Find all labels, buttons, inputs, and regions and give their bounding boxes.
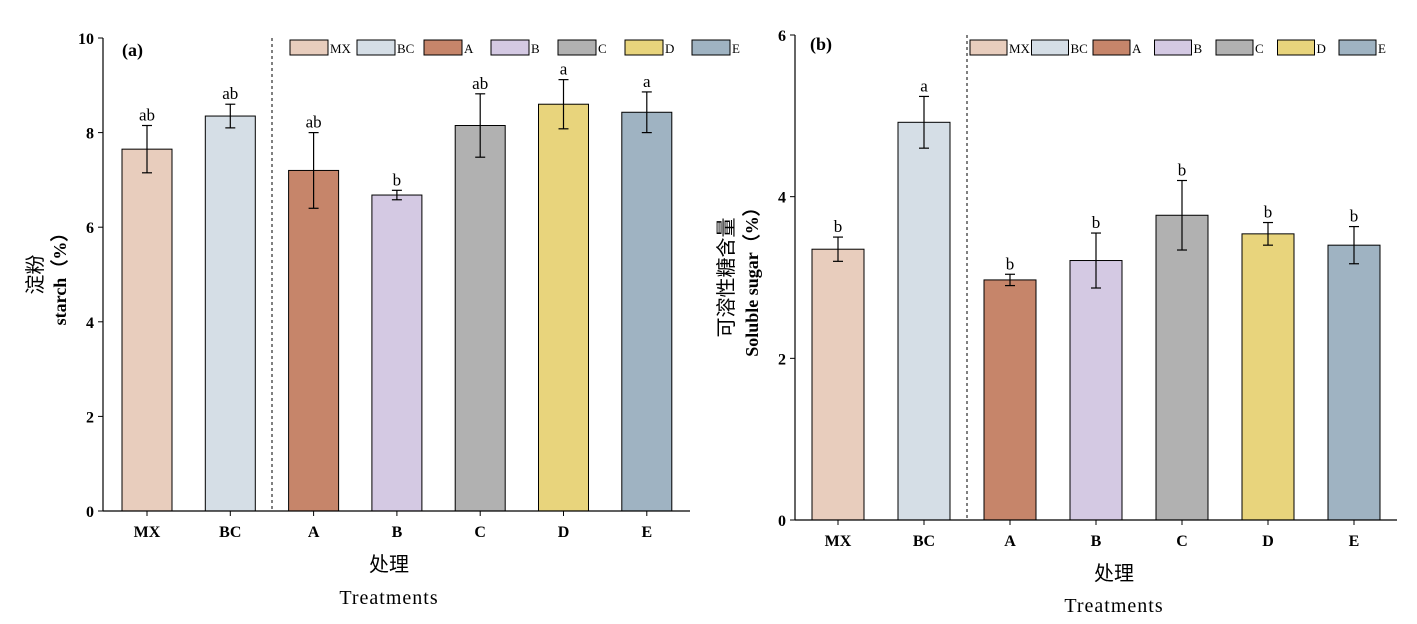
x-tick-label-b-A: A bbox=[1004, 533, 1016, 550]
y-tick-label-b-2: 2 bbox=[778, 351, 786, 368]
legend-swatch-b-B bbox=[1154, 39, 1192, 56]
legend-label-a-BC: BC bbox=[397, 41, 414, 56]
y-axis-label-en-a: starch（%） bbox=[50, 224, 70, 326]
legend-swatch-b-C bbox=[1215, 39, 1254, 56]
x-axis-label-cn-a: 处理 bbox=[369, 553, 409, 576]
bar-b-C bbox=[1155, 214, 1209, 521]
x-tick-label-a-D: D bbox=[558, 524, 570, 541]
bar-a-A bbox=[288, 169, 340, 512]
legend-label-b-B: B bbox=[1194, 41, 1203, 56]
bar-a-B bbox=[371, 194, 423, 512]
bar-b-E bbox=[1327, 244, 1381, 521]
x-tick-label-a-C: C bbox=[474, 524, 486, 541]
legend-swatch-a-B bbox=[490, 39, 530, 56]
y-tick-label-a-0: 0 bbox=[86, 504, 94, 521]
bar-a-BC bbox=[204, 115, 256, 512]
legend-label-b-MX: MX bbox=[1009, 41, 1031, 56]
legend-label-b-C: C bbox=[1255, 41, 1264, 56]
legend-swatch-b-A bbox=[1092, 39, 1131, 56]
legend-label-a-B: B bbox=[531, 41, 540, 56]
sig-letter-b-E: b bbox=[1350, 207, 1359, 226]
y-tick-label-a-6: 6 bbox=[86, 220, 94, 237]
sig-letter-a-A: ab bbox=[306, 113, 322, 132]
bar-a-E bbox=[621, 111, 673, 512]
legend-swatch-a-D bbox=[624, 39, 664, 56]
legend-label-b-A: A bbox=[1132, 41, 1142, 56]
x-tick-label-b-BC: BC bbox=[913, 533, 935, 550]
sig-letter-a-B: b bbox=[393, 170, 402, 189]
y-tick-label-b-0: 0 bbox=[778, 513, 786, 530]
sig-letter-a-C: ab bbox=[472, 74, 488, 93]
y-tick-label-b-6: 6 bbox=[778, 28, 786, 45]
sig-letter-b-B: b bbox=[1092, 213, 1101, 232]
panel-label-a: (a) bbox=[122, 40, 143, 61]
y-tick-label-a-8: 8 bbox=[86, 126, 94, 143]
x-tick-label-b-B: B bbox=[1091, 533, 1102, 550]
y-tick-label-a-2: 2 bbox=[86, 409, 94, 426]
legend-label-a-E: E bbox=[732, 41, 740, 56]
bar-b-B bbox=[1069, 260, 1123, 521]
x-tick-label-a-BC: BC bbox=[219, 524, 241, 541]
sig-letter-a-MX: ab bbox=[139, 106, 155, 125]
legend-label-b-D: D bbox=[1317, 41, 1326, 56]
y-tick-label-b-4: 4 bbox=[778, 190, 786, 207]
sig-letter-b-D: b bbox=[1264, 203, 1273, 222]
x-tick-label-a-A: A bbox=[308, 524, 320, 541]
sig-letter-b-MX: b bbox=[834, 217, 843, 236]
sig-letter-a-E: a bbox=[643, 72, 651, 91]
sig-letter-a-D: a bbox=[560, 60, 568, 79]
y-axis-label-cn-a: 淀粉 bbox=[24, 255, 47, 295]
legend-label-a-A: A bbox=[464, 41, 474, 56]
y-tick-label-a-4: 4 bbox=[86, 315, 94, 332]
x-tick-label-a-MX: MX bbox=[134, 524, 161, 541]
sig-letter-a-BC: ab bbox=[222, 84, 238, 103]
y-axis-label-en-b: Soluble sugar（%） bbox=[742, 198, 762, 357]
x-tick-label-a-B: B bbox=[392, 524, 403, 541]
legend-swatch-b-D bbox=[1277, 39, 1315, 56]
bar-a-C bbox=[454, 125, 506, 512]
x-axis-label-en-b: Treatments bbox=[1064, 595, 1163, 617]
legend-swatch-a-E bbox=[691, 39, 731, 56]
legend-label-b-BC: BC bbox=[1071, 41, 1088, 56]
sig-letter-b-BC: a bbox=[920, 76, 928, 95]
bar-b-BC bbox=[897, 121, 951, 521]
x-tick-label-b-E: E bbox=[1349, 533, 1360, 550]
sig-letter-b-C: b bbox=[1178, 161, 1187, 180]
legend-label-a-MX: MX bbox=[330, 41, 352, 56]
legend-swatch-b-E bbox=[1338, 39, 1377, 56]
x-axis-label-cn-b: 处理 bbox=[1094, 562, 1134, 585]
legend-label-b-E: E bbox=[1378, 41, 1386, 56]
legend-swatch-a-A bbox=[423, 39, 463, 56]
x-tick-label-a-E: E bbox=[641, 524, 652, 541]
legend-swatch-a-MX bbox=[289, 39, 329, 56]
legend-label-a-C: C bbox=[598, 41, 607, 56]
panel-label-b: (b) bbox=[810, 34, 832, 55]
x-tick-label-b-MX: MX bbox=[825, 533, 852, 550]
x-tick-label-b-C: C bbox=[1176, 533, 1188, 550]
x-axis-label-en-a: Treatments bbox=[339, 587, 438, 609]
legend-swatch-a-BC bbox=[356, 39, 396, 56]
legend-swatch-b-MX bbox=[969, 39, 1008, 56]
y-tick-label-a-10: 10 bbox=[78, 31, 94, 48]
legend-swatch-b-BC bbox=[1031, 39, 1069, 56]
bar-b-D bbox=[1241, 233, 1295, 521]
y-axis-label-cn-b: 可溶性糖含量 bbox=[715, 218, 738, 338]
legend-label-a-D: D bbox=[665, 41, 674, 56]
bar-a-D bbox=[538, 103, 589, 512]
sig-letter-b-A: b bbox=[1006, 254, 1015, 273]
bar-b-A bbox=[983, 279, 1037, 521]
legend-swatch-a-C bbox=[557, 39, 597, 56]
bar-b-MX bbox=[811, 248, 865, 521]
bar-a-MX bbox=[121, 148, 173, 512]
x-tick-label-b-D: D bbox=[1262, 533, 1274, 550]
